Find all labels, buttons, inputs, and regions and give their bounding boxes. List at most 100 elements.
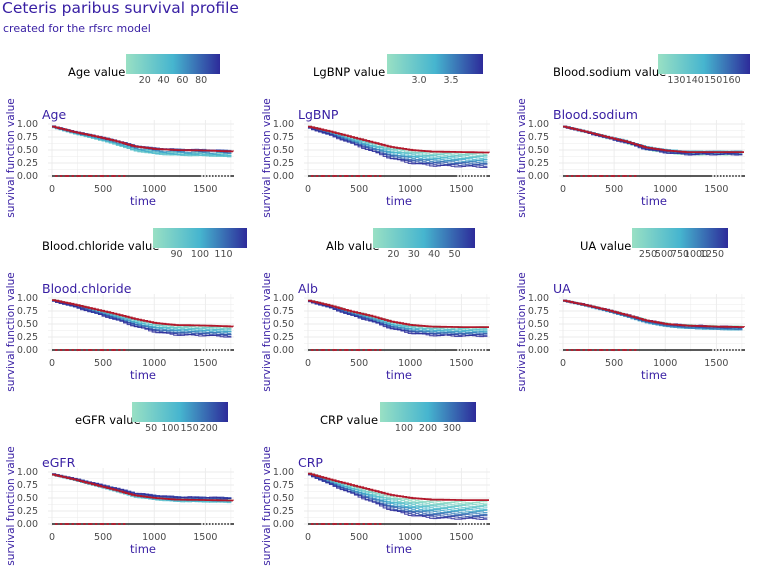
x-axis-title: time <box>641 194 667 208</box>
legend-tick-label: 140 <box>685 75 704 86</box>
survival-plot: Blood.chloride 0.00 0.25 0.50 0.75 1.00 0 500 10… <box>5 272 234 392</box>
x-tick-label: 500 <box>605 358 623 369</box>
y-tick-label: 1.00 <box>528 293 549 304</box>
y-tick-label: 0.00 <box>273 345 294 356</box>
legend-gradient-bar <box>153 228 247 248</box>
x-tick-label: 1500 <box>193 184 217 195</box>
panel-strip-title: Alb <box>298 281 318 296</box>
x-tick-label: 0 <box>305 358 311 369</box>
y-tick-label: 0.00 <box>17 171 38 182</box>
legend-tick-label: 50 <box>145 423 158 434</box>
y-axis-title: survival function value <box>261 98 273 217</box>
profile-curve <box>308 127 488 166</box>
y-tick-label: 0.25 <box>528 332 549 343</box>
y-tick-label: 0.25 <box>273 506 294 517</box>
x-tick-label: 0 <box>305 184 311 195</box>
y-tick-label: 0.75 <box>17 480 38 491</box>
y-tick-label: 0.25 <box>17 332 38 343</box>
x-tick-label: 1500 <box>449 532 473 543</box>
x-tick-label: 0 <box>49 184 55 195</box>
legend-tick-label: 3.5 <box>443 75 459 86</box>
x-tick-label: 500 <box>94 532 112 543</box>
y-tick-label: 1.00 <box>17 293 38 304</box>
x-tick-label: 500 <box>350 532 368 543</box>
legend-tick-label: 40 <box>428 249 441 260</box>
legend-title: LgBNP value <box>313 65 386 79</box>
figure-title: Ceteris paribus survival profile <box>2 0 239 17</box>
baseline-curve <box>52 125 234 153</box>
y-tick-label: 0.00 <box>528 171 549 182</box>
panel-strip-title: Age <box>42 107 66 122</box>
y-tick-label: 0.75 <box>273 306 294 317</box>
y-tick-label: 0.25 <box>17 158 38 169</box>
survival-plot: eGFR 0.00 0.25 0.50 0.75 1.00 0 500 1000 1500 time… <box>5 446 234 566</box>
x-tick-label: 1000 <box>653 184 677 195</box>
legend-gradient-bar <box>380 402 476 422</box>
legend-tick-label: 750 <box>670 249 690 260</box>
x-tick-label: 500 <box>350 184 368 195</box>
x-tick-label: 0 <box>49 358 55 369</box>
y-tick-label: 0.50 <box>273 493 294 504</box>
x-axis-title: time <box>386 194 412 208</box>
panel-blood-chloride: Blood.chloride value 90 100 110 Blood.chlori… <box>0 222 250 392</box>
x-tick-label: 1500 <box>449 184 473 195</box>
y-tick-label: 0.25 <box>273 158 294 169</box>
x-tick-label: 1500 <box>704 358 728 369</box>
y-tick-label: 0.50 <box>528 319 549 330</box>
x-axis-title: time <box>130 194 156 208</box>
panel-lgbnp: LgBNP value 3.0 3.5 LgBNP 0.00 0.25 0.50 0.75 1.… <box>256 48 506 218</box>
y-axis-title: survival function value <box>261 446 273 565</box>
y-axis-title: survival function value <box>516 272 528 391</box>
x-tick-label: 1000 <box>398 532 422 543</box>
panel-strip-title: UA <box>553 281 571 296</box>
legend-tick-label: 20 <box>387 249 400 260</box>
x-axis-title: time <box>130 368 156 382</box>
legend-tick-label: 300 <box>442 423 462 434</box>
panel-strip-title: LgBNP <box>298 107 339 122</box>
legend-tick-label: 3.0 <box>411 75 427 86</box>
legend-title: Blood.chloride value <box>42 239 160 253</box>
y-tick-label: 0.75 <box>528 132 549 143</box>
x-tick-label: 500 <box>94 358 112 369</box>
baseline-curve <box>308 472 489 501</box>
x-tick-label: 0 <box>49 532 55 543</box>
legend-gradient-bar <box>387 54 483 74</box>
panel-strip-title: Blood.sodium <box>553 107 638 122</box>
profile-curve <box>308 300 488 338</box>
x-tick-label: 1500 <box>193 532 217 543</box>
y-tick-label: 0.50 <box>528 145 549 156</box>
legend-tick-label: 500 <box>654 249 674 260</box>
legend-tick-label: 200 <box>418 423 438 434</box>
y-tick-label: 0.25 <box>528 158 549 169</box>
legend-tick-label: 1250 <box>699 249 725 260</box>
legend-tick-label: 40 <box>157 75 170 86</box>
profile-curve <box>308 474 488 518</box>
legend-title: Age value <box>68 65 126 79</box>
y-tick-label: 0.00 <box>17 519 38 530</box>
x-tick-label: 500 <box>94 184 112 195</box>
figure-subtitle: created for the rfsrc model <box>3 22 151 35</box>
legend-tick-label: 150 <box>704 75 723 86</box>
legend-gradient-bar <box>658 54 750 74</box>
profile-curve <box>52 300 232 338</box>
x-tick-label: 1000 <box>398 184 422 195</box>
y-tick-label: 0.50 <box>273 145 294 156</box>
legend-tick-label: 100 <box>161 423 180 434</box>
y-tick-label: 0.25 <box>273 332 294 343</box>
legend-tick-label: 30 <box>407 249 420 260</box>
x-axis-title: time <box>386 542 412 556</box>
y-axis-title: survival function value <box>5 98 17 217</box>
y-tick-label: 1.00 <box>273 293 294 304</box>
panel-strip-title: Blood.chloride <box>42 281 132 296</box>
survival-plot: CRP 0.00 0.25 0.50 0.75 1.00 0 500 1000 1500 time s… <box>261 446 490 566</box>
y-tick-label: 0.75 <box>17 132 38 143</box>
y-axis-title: survival function value <box>5 446 17 565</box>
legend-tick-label: 20 <box>138 75 151 86</box>
y-tick-label: 0.50 <box>17 493 38 504</box>
legend-tick-label: 110 <box>214 249 233 260</box>
y-tick-label: 1.00 <box>273 467 294 478</box>
y-tick-label: 0.50 <box>17 145 38 156</box>
legend-gradient-bar <box>126 54 220 74</box>
x-tick-label: 500 <box>350 358 368 369</box>
x-tick-label: 1000 <box>142 184 166 195</box>
